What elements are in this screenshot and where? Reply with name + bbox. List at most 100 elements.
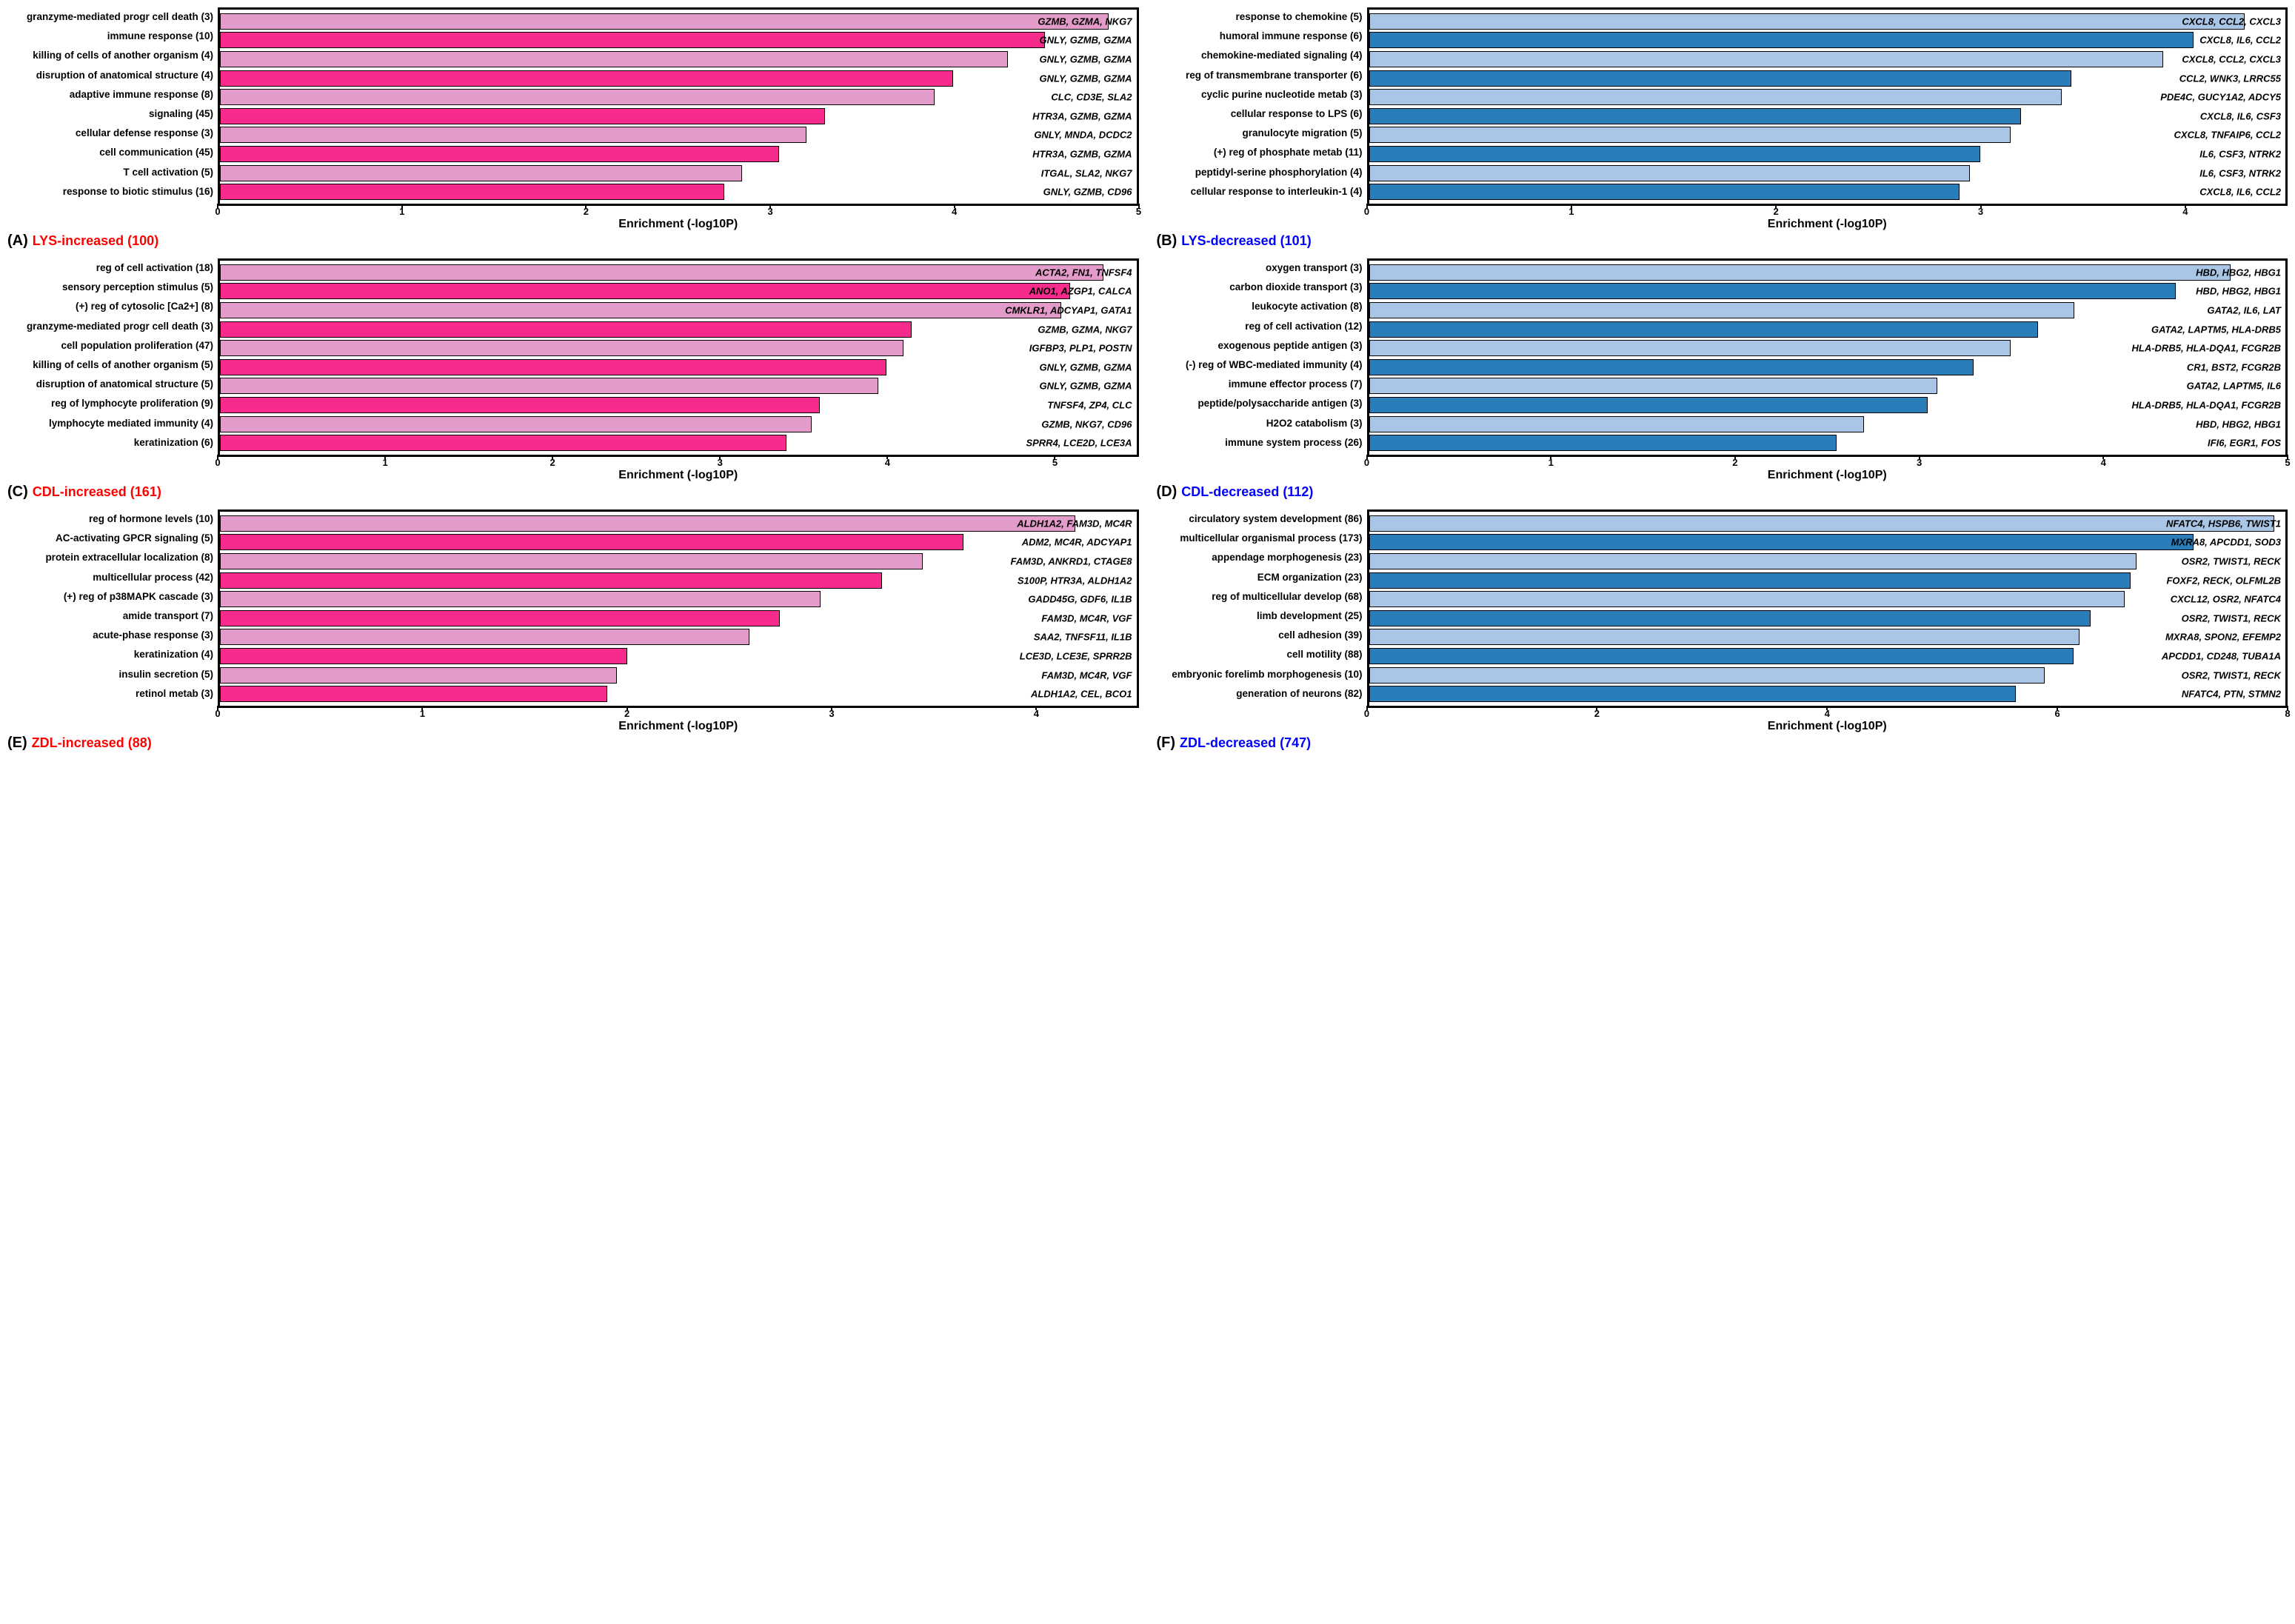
category-label: reg of cell activation (18) (7, 260, 213, 276)
gene-label: IGFBP3, PLP1, POSTN (1029, 343, 1132, 354)
gene-label: FOXF2, RECK, OLFML2B (2166, 575, 2281, 586)
bar-row: OSR2, TWIST1, RECK (1369, 610, 2286, 626)
category-labels: reg of cell activation (18) sensory perce… (7, 258, 218, 452)
gene-label: GADD45G, GDF6, IL1B (1028, 594, 1132, 605)
category-label: keratinization (4) (7, 646, 213, 663)
bar-row: HTR3A, GZMB, GZMA (220, 146, 1137, 162)
gene-label: HBD, HBG2, HBG1 (2196, 286, 2281, 297)
panel-title: LYS-decreased (101) (1181, 233, 1311, 249)
bar (1369, 435, 1837, 451)
bar (1369, 359, 1974, 375)
x-tick-label: 0 (1364, 206, 1369, 217)
bar (220, 378, 878, 394)
x-ticks: 02468 (1367, 708, 2288, 718)
category-label: signaling (45) (7, 106, 213, 122)
category-label: peptidyl-serine phosphorylation (4) (1157, 164, 1363, 181)
gene-label: NFATC4, HSPB6, TWIST1 (2166, 518, 2281, 529)
gene-label: GATA2, IL6, LAT (2207, 304, 2281, 315)
bar-row: IGFBP3, PLP1, POSTN (220, 340, 1137, 356)
category-label: sensory perception stimulus (5) (7, 279, 213, 295)
category-labels: response to chemokine (5)humoral immune … (1157, 7, 1367, 201)
gene-label: HLA-DRB5, HLA-DQA1, FCGR2B (2132, 343, 2282, 354)
bar-row: FAM3D, MC4R, VGF (220, 667, 1137, 684)
category-label: cell motility (88) (1157, 646, 1363, 663)
bar (1369, 321, 2038, 338)
category-label: (+) reg of cytosolic [Ca2+] (8) (7, 298, 213, 315)
panel-title: ZDL-decreased (747) (1180, 735, 1311, 751)
panel-caption: (E) ZDL-increased (88) (7, 735, 1139, 752)
bar (220, 629, 749, 645)
x-axis: 012345Enrichment (-log10P) (7, 206, 1139, 231)
x-ticks: 012345 (1367, 457, 2288, 467)
category-label: cyclic purine nucleotide metab (3) (1157, 87, 1363, 103)
category-label: amide transport (7) (7, 608, 213, 624)
gene-label: SAA2, TNFSF11, IL1B (1034, 632, 1132, 643)
gene-label: CXCL8, CCL2, CXCL3 (2182, 16, 2281, 27)
category-label: reg of lymphocyte proliferation (9) (7, 395, 213, 412)
bar-row: HBD, HBG2, HBG1 (1369, 416, 2286, 432)
bar-row: CXCL8, CCL2, CXCL3 (1369, 51, 2286, 67)
chart-area: reg of hormone levels (10) AC-activating … (7, 509, 1139, 708)
x-axis-label: Enrichment (-log10P) (1367, 720, 2288, 733)
category-label: reg of multicellular develop (68) (1157, 589, 1363, 605)
bar (1369, 686, 2017, 702)
category-label: chemokine-mediated signaling (4) (1157, 47, 1363, 64)
category-label: AC-activating GPCR signaling (5) (7, 530, 213, 547)
panel-title: CDL-increased (161) (33, 484, 161, 500)
bar-row: PDE4C, GUCY1A2, ADCY5 (1369, 89, 2286, 105)
bar (1369, 32, 2194, 48)
gene-label: HTR3A, GZMB, GZMA (1032, 110, 1132, 121)
category-labels: reg of hormone levels (10) AC-activating … (7, 509, 218, 704)
category-label: cellular response to LPS (6) (1157, 106, 1363, 122)
bar-row: ANO1, AZGP1, CALCA (220, 283, 1137, 299)
category-label: granzyme-mediated progr cell death (3) (7, 318, 213, 335)
bar (1369, 610, 2091, 626)
category-label: protein extracellular localization (8) (7, 549, 213, 566)
category-label: generation of neurons (82) (1157, 686, 1363, 702)
bar-row: CXCL8, CCL2, CXCL3 (1369, 13, 2286, 30)
bar-row: FAM3D, MC4R, VGF (220, 610, 1137, 626)
chart-area: response to chemokine (5)humoral immune … (1157, 7, 2288, 206)
category-label: response to chemokine (5) (1157, 9, 1363, 25)
gene-label: ADM2, MC4R, ADCYAP1 (1022, 537, 1132, 548)
bar (1369, 572, 2131, 589)
bar-row: CLC, CD3E, SLA2 (220, 89, 1137, 105)
panel-letter: (E) (7, 735, 27, 752)
bar-row: HLA-DRB5, HLA-DQA1, FCGR2B (1369, 397, 2286, 413)
gene-label: GNLY, GZMB, GZMA (1040, 53, 1132, 64)
x-ticks: 01234 (1367, 206, 2288, 216)
bar-row: GATA2, IL6, LAT (1369, 302, 2286, 318)
x-tick-label: 4 (2182, 206, 2188, 217)
category-label: cell adhesion (39) (1157, 627, 1363, 644)
bar-row: GNLY, GZMB, GZMA (220, 70, 1137, 87)
bars-container: ACTA2, FN1, TNFSF4ANO1, AZGP1, CALCACMKL… (220, 261, 1137, 455)
gene-label: ITGAL, SLA2, NKG7 (1041, 167, 1132, 178)
gene-label: GNLY, GZMB, GZMA (1040, 73, 1132, 84)
bar-row: SPRR4, LCE2D, LCE3A (220, 435, 1137, 451)
bar (1369, 667, 2045, 684)
x-tick-label: 1 (1569, 206, 1574, 217)
gene-label: GNLY, GZMB, GZMA (1040, 361, 1132, 372)
category-label: T cell activation (5) (7, 164, 213, 181)
category-label: appendage morphogenesis (23) (1157, 549, 1363, 566)
bar-row: APCDD1, CD248, TUBA1A (1369, 648, 2286, 664)
category-label: disruption of anatomical structure (4) (7, 67, 213, 84)
category-labels: circulatory system development (86)multi… (1157, 509, 1367, 704)
gene-label: TNFSF4, ZP4, CLC (1047, 399, 1132, 410)
panel-title: ZDL-increased (88) (32, 735, 152, 751)
bar-row: IL6, CSF3, NTRK2 (1369, 146, 2286, 162)
chart-area: circulatory system development (86)multi… (1157, 509, 2288, 708)
panel-B: response to chemokine (5)humoral immune … (1157, 7, 2288, 253)
category-label: multicellular process (42) (7, 569, 213, 586)
x-tick-label: 2 (1594, 708, 1600, 719)
gene-label: ALDH1A2, CEL, BCO1 (1031, 689, 1132, 700)
plot-box: ACTA2, FN1, TNFSF4ANO1, AZGP1, CALCACMKL… (218, 258, 1139, 457)
bar (220, 648, 627, 664)
x-axis: 012345Enrichment (-log10P) (7, 457, 1139, 482)
category-label: reg of hormone levels (10) (7, 511, 213, 527)
gene-label: OSR2, TWIST1, RECK (2182, 555, 2281, 567)
bar-row: HBD, HBG2, HBG1 (1369, 283, 2286, 299)
bar (1369, 89, 2062, 105)
bar (220, 359, 886, 375)
bar-row: CCL2, WNK3, LRRC55 (1369, 70, 2286, 87)
